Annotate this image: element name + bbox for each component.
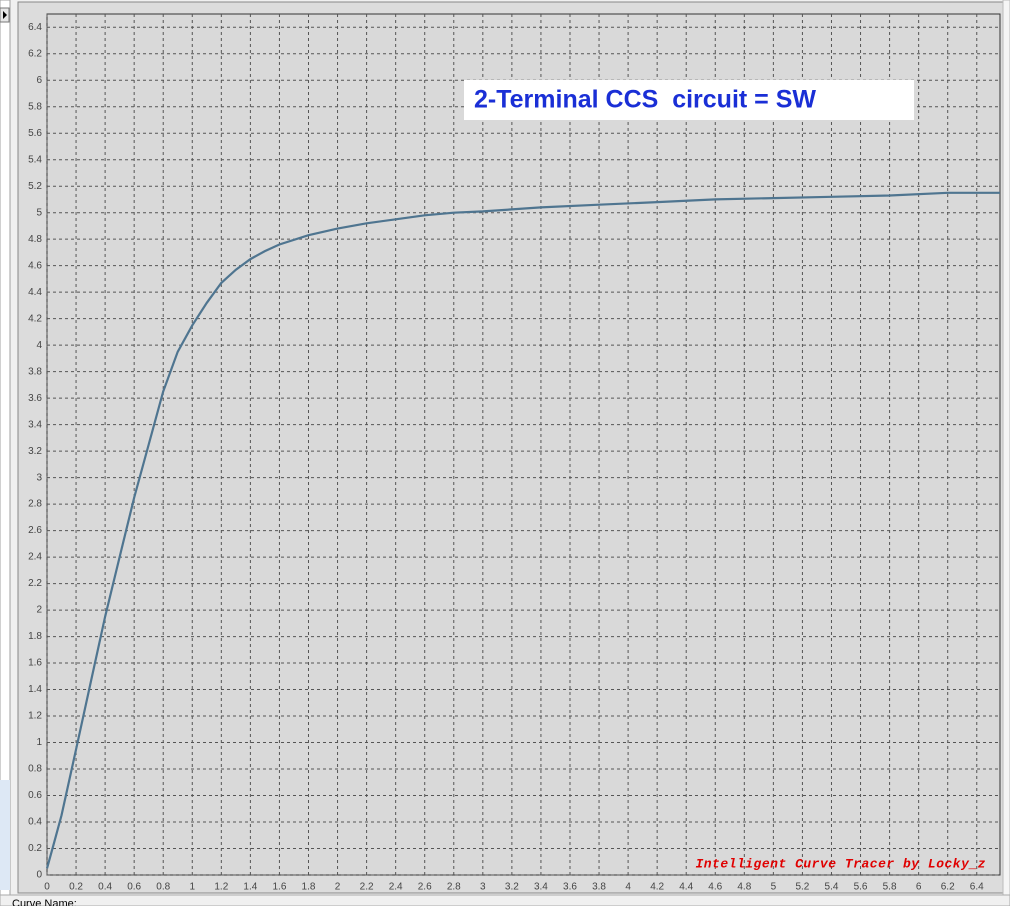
x-tick-label: 1.6 [272, 882, 286, 893]
title-box [464, 80, 914, 120]
x-tick-label: 5.4 [825, 882, 839, 893]
y-tick-label: 4.8 [28, 234, 42, 245]
y-tick-label: 4.2 [28, 313, 42, 324]
grid [46, 14, 1000, 876]
y-tick-label: 4.4 [28, 287, 42, 298]
x-tick-label: 2.2 [360, 882, 374, 893]
y-tick-label: 3.6 [28, 393, 42, 404]
y-tick-label: 2.4 [28, 552, 42, 563]
y-tick-label: 0.4 [28, 817, 42, 828]
x-tick-label: 1 [189, 882, 195, 893]
chart-title: 2-Terminal CCS circuit = SW [474, 86, 816, 114]
y-tick-label: 3.4 [28, 419, 42, 430]
y-tick-label: 0.8 [28, 764, 42, 775]
watermark: Intelligent Curve Tracer by Locky_z [695, 856, 986, 871]
x-tick-label: 2.8 [447, 882, 461, 893]
y-tick-label: 1.2 [28, 711, 42, 722]
curve [45, 191, 1000, 869]
y-tick-label: 5.4 [28, 154, 42, 165]
x-tick-label: 1.4 [243, 882, 257, 893]
x-tick-label: 5 [771, 882, 777, 893]
y-tick-label: 4.6 [28, 260, 42, 271]
y-tick-label: 0.6 [28, 790, 42, 801]
status-label: Curve Name: [12, 898, 77, 906]
right-edge [1002, 0, 1010, 906]
x-tick-label: 0.6 [127, 882, 141, 893]
y-tick-label: 3.2 [28, 446, 42, 457]
y-tick-label: 1.8 [28, 631, 42, 642]
y-tick-label: 2.6 [28, 525, 42, 536]
x-tick-label: 6.2 [941, 882, 955, 893]
y-tick-label: 0.2 [28, 843, 42, 854]
marks [45, 191, 1000, 869]
y-tick-label: 3.8 [28, 366, 42, 377]
y-tick-label: 5.2 [28, 181, 42, 192]
x-tick-label: 6.4 [970, 882, 984, 893]
y-tick-label: 5.8 [28, 101, 42, 112]
x-tick-label: 3.2 [505, 882, 519, 893]
y-tick-label: 3 [36, 472, 42, 483]
x-tick-label: 5.2 [795, 882, 809, 893]
x-tick-label: 0.8 [156, 882, 170, 893]
x-tick-label: 3.6 [563, 882, 577, 893]
x-tick-label: 1.2 [214, 882, 228, 893]
x-tick-label: 0.2 [69, 882, 83, 893]
x-tick-label: 0 [44, 882, 50, 893]
y-tick-label: 6.2 [28, 48, 42, 59]
x-tick-label: 4 [625, 882, 631, 893]
left-panel-selection [0, 780, 10, 890]
arrow-icon [3, 11, 7, 19]
y-tick-label: 1.6 [28, 658, 42, 669]
y-tick-label: 2 [36, 605, 42, 616]
y-tick-label: 6 [36, 75, 42, 86]
x-tick-label: 3 [480, 882, 486, 893]
y-tick-label: 5.6 [28, 128, 42, 139]
plot-area [46, 13, 1001, 876]
y-tick-label: 2.2 [28, 578, 42, 589]
x-tick-label: 3.4 [534, 882, 548, 893]
x-tick-label: 2 [335, 882, 341, 893]
x-tick-label: 3.8 [592, 882, 606, 893]
y-tick-label: 2.8 [28, 499, 42, 510]
x-tick-label: 6 [916, 882, 922, 893]
left-panel [0, 0, 11, 906]
x-tick-label: 5.8 [883, 882, 897, 893]
y-tick-label: 1.4 [28, 684, 42, 695]
y-tick-label: 0 [36, 870, 42, 881]
y-tick-label: 6.4 [28, 22, 42, 33]
y-tick-label: 1 [36, 737, 42, 748]
x-tick-label: 0.4 [98, 882, 112, 893]
x-tick-label: 2.4 [389, 882, 403, 893]
x-tick-label: 5.6 [854, 882, 868, 893]
x-tick-label: 2.6 [418, 882, 432, 893]
x-tick-label: 4.4 [679, 882, 693, 893]
x-tick-label: 4.2 [650, 882, 664, 893]
y-tick-label: 5 [36, 207, 42, 218]
x-tick-label: 4.8 [737, 882, 751, 893]
status-bar [0, 894, 1010, 906]
y-tick-label: 4 [36, 340, 42, 351]
x-tick-label: 4.6 [708, 882, 722, 893]
x-tick-label: 1.8 [302, 882, 316, 893]
